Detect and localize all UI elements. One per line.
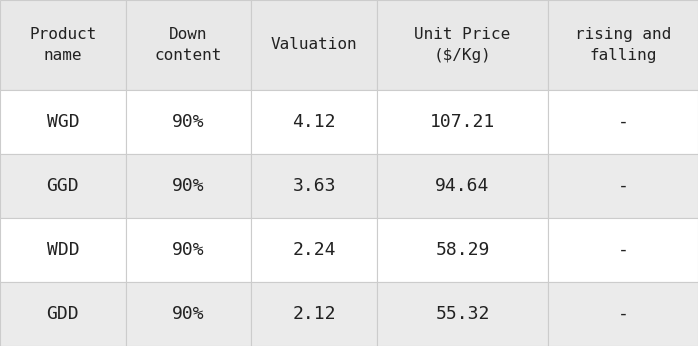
- Text: 4.12: 4.12: [292, 113, 336, 131]
- Text: Unit Price
($/Kg): Unit Price ($/Kg): [415, 27, 510, 63]
- Text: -: -: [618, 177, 628, 195]
- Bar: [377, 218, 548, 282]
- Bar: [0, 218, 126, 282]
- Text: Down
content: Down content: [155, 27, 222, 63]
- Text: GDD: GDD: [47, 305, 79, 323]
- Text: 94.64: 94.64: [436, 177, 489, 195]
- Bar: [251, 90, 377, 154]
- Bar: [377, 154, 548, 218]
- Bar: [0, 0, 126, 90]
- Text: -: -: [618, 305, 628, 323]
- Bar: [0, 90, 126, 154]
- Text: 58.29: 58.29: [436, 241, 489, 259]
- Bar: [548, 90, 698, 154]
- Text: rising and
falling: rising and falling: [575, 27, 671, 63]
- Bar: [548, 154, 698, 218]
- Bar: [251, 282, 377, 346]
- Bar: [126, 90, 251, 154]
- Text: Valuation: Valuation: [271, 37, 357, 53]
- Text: GGD: GGD: [47, 177, 79, 195]
- Bar: [126, 282, 251, 346]
- Text: WDD: WDD: [47, 241, 79, 259]
- Bar: [0, 282, 126, 346]
- Text: 90%: 90%: [172, 241, 205, 259]
- Text: -: -: [618, 241, 628, 259]
- Bar: [251, 218, 377, 282]
- Bar: [251, 154, 377, 218]
- Bar: [377, 0, 548, 90]
- Text: -: -: [618, 113, 628, 131]
- Bar: [251, 0, 377, 90]
- Bar: [548, 218, 698, 282]
- Bar: [126, 0, 251, 90]
- Bar: [377, 282, 548, 346]
- Text: 107.21: 107.21: [430, 113, 495, 131]
- Text: 90%: 90%: [172, 113, 205, 131]
- Text: 3.63: 3.63: [292, 177, 336, 195]
- Text: WGD: WGD: [47, 113, 79, 131]
- Text: 55.32: 55.32: [436, 305, 489, 323]
- Text: 90%: 90%: [172, 177, 205, 195]
- Bar: [0, 154, 126, 218]
- Bar: [377, 90, 548, 154]
- Text: 2.24: 2.24: [292, 241, 336, 259]
- Text: 90%: 90%: [172, 305, 205, 323]
- Text: Product
name: Product name: [29, 27, 96, 63]
- Bar: [548, 282, 698, 346]
- Bar: [126, 218, 251, 282]
- Bar: [126, 154, 251, 218]
- Bar: [548, 0, 698, 90]
- Text: 2.12: 2.12: [292, 305, 336, 323]
